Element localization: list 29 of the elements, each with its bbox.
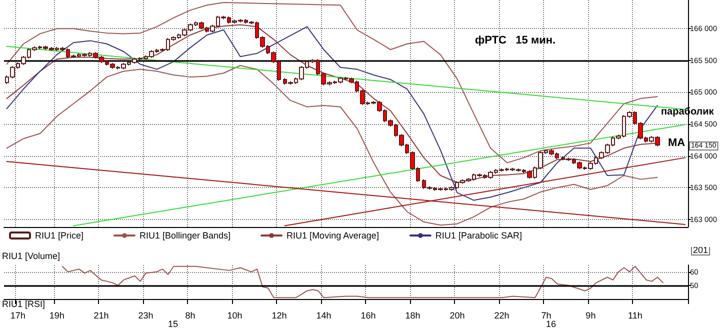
x-tick-label: 10h: [227, 310, 242, 320]
x-tick-label: 8h: [185, 310, 196, 320]
annotation: MA: [668, 137, 686, 149]
text: 15: [168, 319, 178, 329]
x-tick-label: 20h: [450, 310, 465, 320]
x-tick-label: 17h: [10, 310, 26, 320]
x-tick-label: 18h: [405, 310, 420, 320]
x-tick-label: 16h: [360, 310, 376, 320]
line-series: [62, 266, 664, 298]
line-series: [6, 2, 658, 164]
legend-label: RIU1 [Price]: [35, 230, 84, 240]
legend-label: RIU1 [Parabolic SAR]: [435, 230, 522, 240]
text: RIU1 [Volume]: [2, 251, 60, 261]
x-tick-label: 9h: [586, 310, 596, 320]
legend-label: RIU1 [Moving Average]: [286, 230, 379, 240]
text: 16: [546, 319, 556, 329]
text: 201: [693, 245, 708, 255]
x-tick-label: 12h: [272, 310, 287, 320]
x-tick-label: 23h: [138, 310, 154, 320]
legend-label: RIU1 [Bollinger Bands]: [140, 230, 231, 240]
text: RIU1 [RSI]: [2, 299, 46, 309]
x-tick-label: 7h: [541, 310, 552, 320]
line-series: [6, 64, 658, 226]
x-tick-label: 19h: [49, 310, 64, 320]
x-tick-label: 11h: [628, 310, 642, 320]
text: фРТС 15 мин.: [475, 34, 556, 46]
x-tick-label: 14h: [316, 310, 332, 320]
x-tick-label: 22h: [494, 310, 510, 320]
x-tick-label: 21h: [94, 310, 109, 320]
